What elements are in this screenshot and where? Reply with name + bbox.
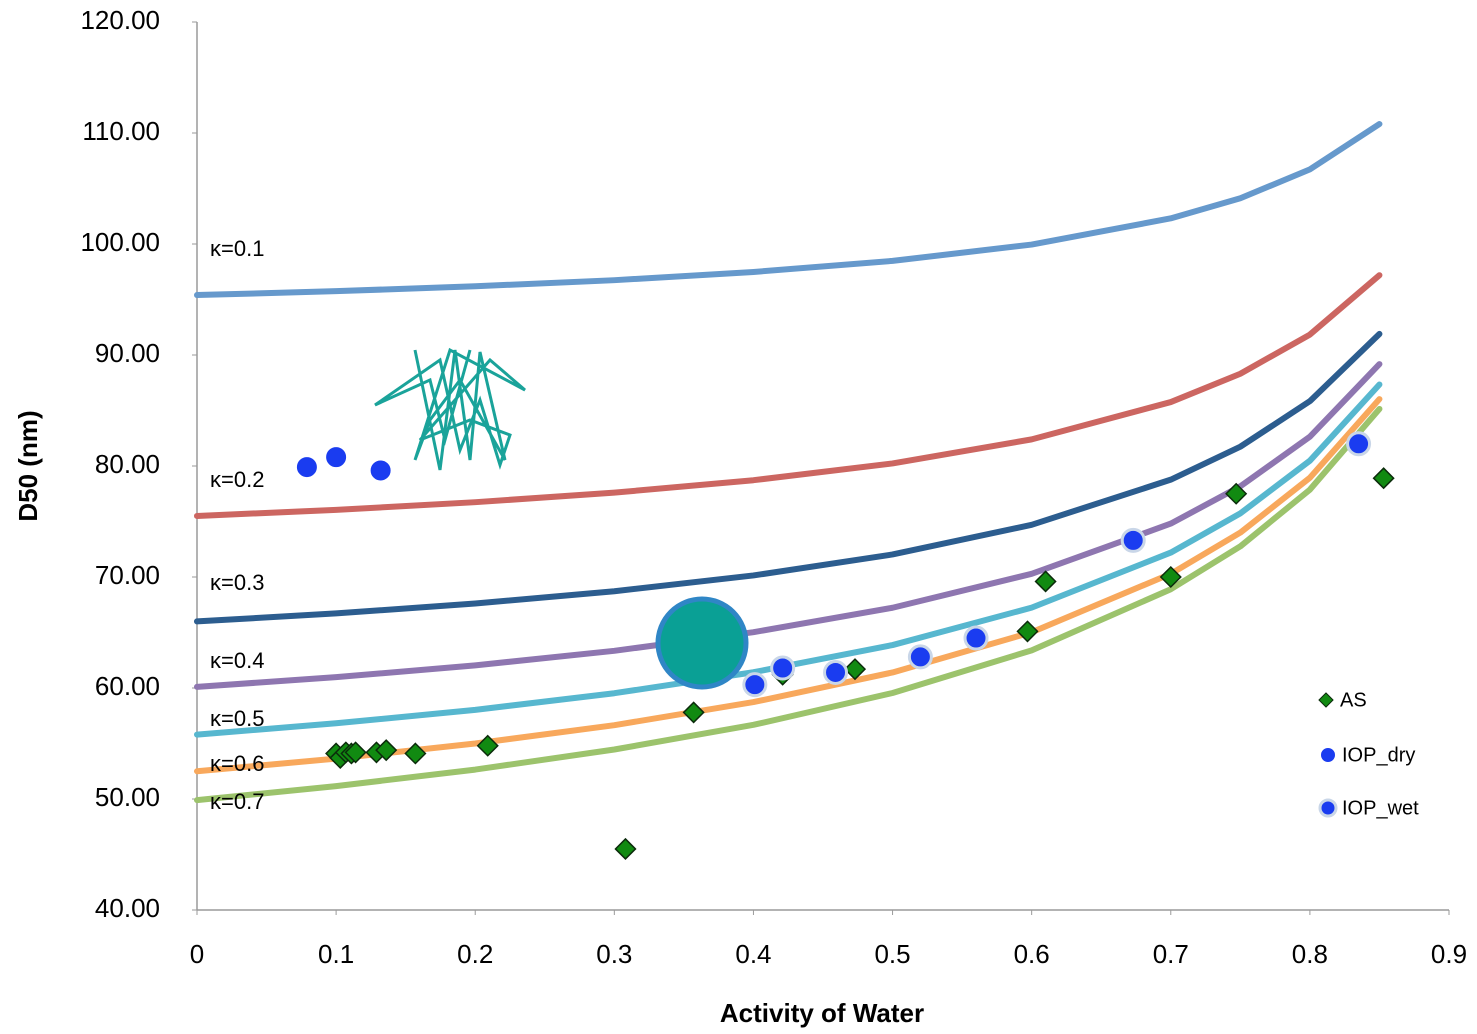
- diamond-point: [1034, 570, 1057, 593]
- circle-point: [1346, 431, 1372, 457]
- diamond-point: [1016, 620, 1039, 643]
- y-axis-title: D50 (nm): [13, 410, 43, 521]
- curve-label: κ=0.2: [210, 467, 264, 492]
- y-tick-label: 80.00: [95, 449, 160, 479]
- diamond-point: [404, 742, 427, 765]
- diamond-point: [344, 741, 367, 764]
- y-tick-label: 70.00: [95, 560, 160, 590]
- legend-entry: AS: [1318, 689, 1367, 711]
- legend-label: IOP_dry: [1342, 744, 1415, 766]
- curve-label: κ=0.1: [210, 236, 264, 261]
- scribble: [374, 347, 526, 471]
- x-tick-label: 0.2: [457, 939, 493, 969]
- diamond-point: [1159, 565, 1182, 589]
- scatter-series: [325, 467, 1395, 861]
- circle-point: [823, 659, 849, 685]
- diamond-point: [843, 658, 867, 681]
- legend-entry: IOP_wet: [1318, 797, 1419, 819]
- y-tick-label: 50.00: [95, 782, 160, 812]
- x-tick-label: 0.6: [1014, 939, 1050, 969]
- curve-label: κ=0.5: [210, 706, 264, 731]
- y-tick-label: 90.00: [95, 338, 160, 368]
- circle-point: [1319, 746, 1337, 764]
- x-tick-label: 0.9: [1431, 939, 1467, 969]
- circle-point: [1120, 527, 1146, 553]
- curve-label: κ=0.7: [210, 789, 264, 814]
- circle-point: [963, 625, 989, 651]
- scatter-series: [742, 431, 1372, 698]
- x-tick-label: 0.7: [1153, 939, 1189, 969]
- circle-point: [907, 644, 933, 670]
- y-tick-label: 100.00: [80, 227, 160, 257]
- x-tick-label: 0: [190, 939, 204, 969]
- scatter-series: [294, 445, 393, 483]
- legend-label: AS: [1340, 689, 1367, 711]
- curve-label: κ=0.4: [210, 648, 264, 673]
- circle-point: [742, 672, 768, 698]
- diamond-point: [682, 701, 705, 724]
- curve: [194, 272, 1383, 519]
- circle-point: [770, 655, 796, 681]
- diamond-point: [1318, 692, 1334, 708]
- y-tick-label: 110.00: [82, 116, 160, 146]
- curve: [194, 361, 1383, 690]
- curve: [194, 396, 1383, 775]
- x-tick-label: 0.4: [735, 939, 771, 969]
- highlight-circle: [655, 596, 749, 690]
- diamond-point: [476, 734, 499, 757]
- diamond-point: [1225, 482, 1248, 505]
- circle-point: [324, 445, 349, 470]
- x-tick-label: 0.3: [596, 939, 632, 969]
- x-tick-label: 0.8: [1292, 939, 1328, 969]
- y-tick-label: 40.00: [95, 893, 160, 923]
- circle-point: [294, 455, 319, 480]
- circle-point: [1318, 798, 1338, 818]
- x-tick-label: 0.5: [874, 939, 910, 969]
- curve: [194, 330, 1383, 625]
- circle-point: [368, 458, 393, 483]
- x-axis-title: Activity of Water: [720, 998, 924, 1028]
- curve: [194, 121, 1383, 299]
- y-tick-label: 60.00: [95, 671, 160, 701]
- curve: [194, 381, 1383, 738]
- curve-label: κ=0.3: [210, 570, 264, 595]
- diamond-point: [614, 837, 637, 861]
- legend-label: IOP_wet: [1342, 797, 1419, 819]
- curve-label: κ=0.6: [210, 751, 264, 776]
- x-tick-label: 0.1: [318, 939, 354, 969]
- legend-entry: IOP_dry: [1319, 744, 1415, 766]
- curve: [194, 405, 1383, 804]
- diamond-point: [375, 739, 398, 762]
- diamond-point: [1372, 467, 1395, 490]
- y-tick-label: 120.00: [80, 5, 160, 35]
